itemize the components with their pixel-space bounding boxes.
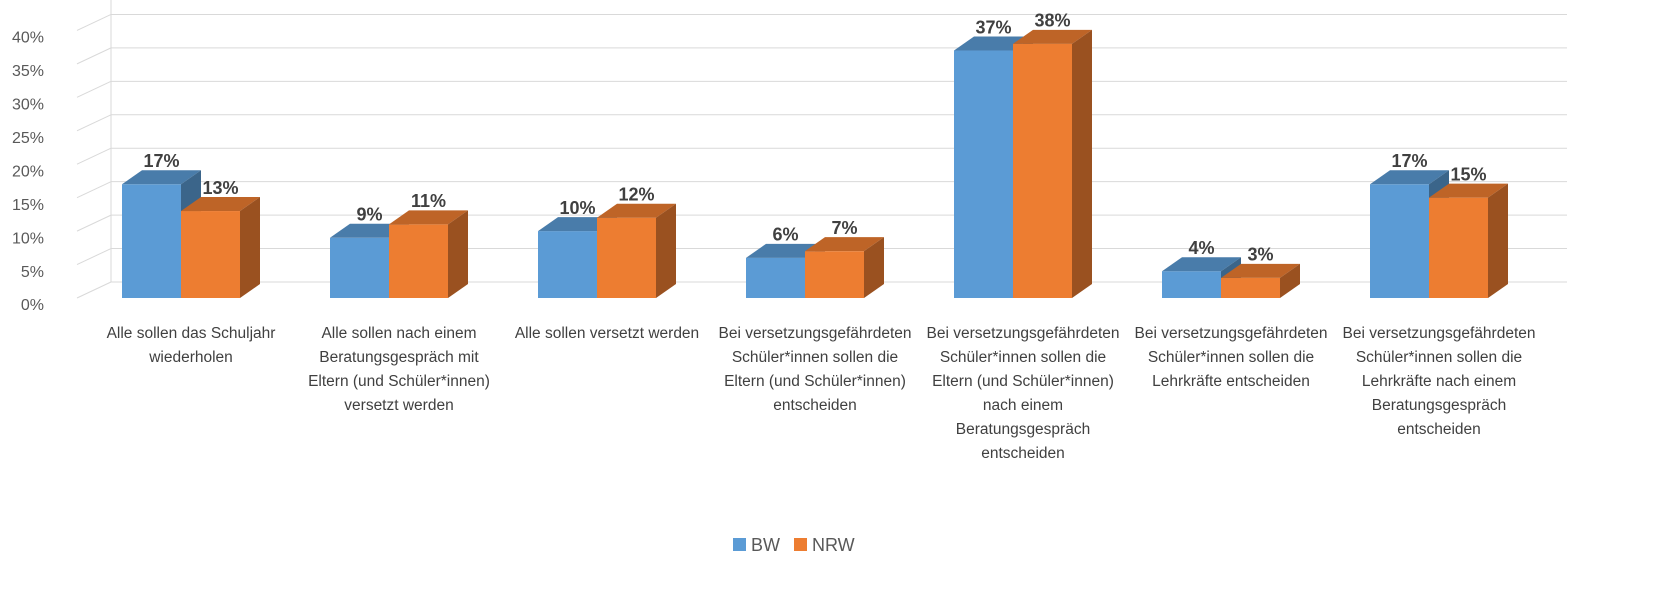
value-label: 3%: [1247, 245, 1273, 265]
x-tick-label: Bei versetzungsgefährdeten Schüler*innen…: [1134, 325, 1328, 390]
value-label: 12%: [618, 184, 654, 204]
y-tick-label: 10%: [12, 230, 44, 247]
bar-front: [954, 50, 1013, 299]
bar-front: [538, 231, 597, 298]
value-label: 17%: [143, 151, 179, 171]
y-tick-label: 0%: [21, 297, 44, 314]
y-tick-label: 15%: [12, 197, 44, 214]
bar-side: [240, 197, 260, 298]
value-label: 13%: [202, 178, 238, 198]
bar-side: [656, 203, 676, 298]
bar-top: [1221, 263, 1300, 278]
grid-line: [76, 281, 112, 299]
bar-front: [1221, 277, 1280, 298]
value-label: 9%: [356, 205, 382, 225]
bar-front: [1370, 184, 1429, 298]
legend-swatch: [733, 538, 746, 551]
bar-front: [1429, 197, 1488, 298]
value-label: 11%: [411, 191, 446, 211]
grid-line: [76, 13, 112, 31]
value-label: 4%: [1188, 238, 1214, 258]
bar-side: [864, 237, 884, 298]
grid-line: [76, 114, 112, 132]
bar-front: [389, 224, 448, 298]
y-tick-label: 5%: [21, 264, 44, 281]
value-label: 7%: [831, 218, 857, 238]
grid-line: [76, 147, 112, 165]
y-tick-label: 20%: [12, 163, 44, 180]
bar-side: [448, 210, 468, 298]
x-tick-label: Alle sollen nach einem Beratungsgespräch…: [308, 325, 490, 414]
bar-side: [1072, 29, 1092, 298]
grid-line: [76, 214, 112, 232]
bar-front: [122, 184, 181, 298]
bar-top: [389, 210, 468, 225]
bar-top: [122, 170, 201, 185]
bar-side: [1488, 183, 1508, 298]
x-tick-label: Bei versetzungsgefährdeten Schüler*innen…: [1342, 325, 1536, 438]
bar-front: [1162, 271, 1221, 298]
grid-line: [76, 80, 112, 98]
bar-front: [181, 211, 240, 298]
x-tick-label: Bei versetzungsgefährdeten Schüler*innen…: [926, 325, 1120, 462]
bar-top: [805, 237, 884, 252]
x-tick-label: Alle sollen versetzt werden: [514, 325, 700, 342]
bar-top: [1429, 183, 1508, 198]
grid-line: [76, 248, 112, 266]
x-tick-label: Bei versetzungsgefährdeten Schüler*innen…: [718, 325, 912, 414]
y-tick-label: 30%: [12, 97, 44, 114]
bar-front: [805, 251, 864, 298]
bar-top: [1162, 257, 1241, 272]
y-tick-label: 40%: [12, 30, 44, 47]
bar-top: [597, 203, 676, 218]
value-label: 15%: [1450, 164, 1486, 184]
bar-front: [1013, 43, 1072, 299]
bar-top: [1370, 170, 1449, 185]
value-label: 6%: [772, 225, 798, 245]
y-tick-label: 25%: [12, 130, 44, 147]
value-label: 10%: [559, 198, 595, 218]
legend-label: NRW: [812, 535, 855, 555]
value-label: 38%: [1034, 11, 1070, 31]
legend-label: BW: [751, 535, 780, 555]
value-label: 17%: [1391, 151, 1427, 171]
legend-swatch: [794, 538, 807, 551]
bar-top: [1013, 29, 1092, 44]
value-label: 37%: [975, 17, 1011, 37]
grid-line: [76, 181, 112, 199]
y-tick-label: 35%: [12, 63, 44, 80]
grid-line: [76, 47, 112, 65]
bar-front: [597, 217, 656, 298]
x-tick-label: Alle sollen das Schuljahr wiederholen: [106, 325, 276, 366]
bar-front: [330, 237, 389, 298]
bar-top: [181, 197, 260, 212]
bar-front: [746, 257, 805, 298]
bar-side: [1280, 263, 1300, 298]
